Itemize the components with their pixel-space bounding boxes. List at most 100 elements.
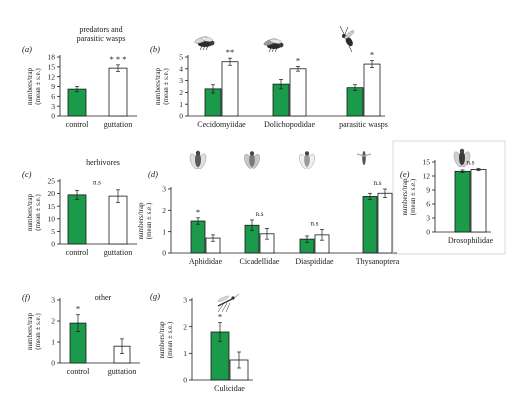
icon-wing (363, 153, 372, 157)
icon-body (459, 151, 465, 165)
panel-frame (392, 140, 506, 255)
panel-label: (b) (150, 44, 160, 54)
y-axis-title-line: numbers/trap (154, 68, 162, 105)
bar-guttation (363, 63, 381, 117)
y-tick-label: 6 (51, 92, 55, 101)
y-axis-title-line: numbers/trap (26, 68, 34, 105)
x-tick-label: Cicadellidae (240, 257, 280, 266)
icon-body (304, 153, 310, 167)
y-axis-title-line: numbers/trap (26, 194, 34, 231)
icon-leg (268, 47, 272, 53)
icon-body (345, 37, 353, 47)
y-tick-label: 6 (426, 200, 430, 209)
icon-leg (225, 302, 231, 313)
y-tick-label: 4 (179, 64, 183, 73)
bar (67, 88, 87, 117)
y-tick-label: 12 (423, 172, 431, 181)
bar-guttation (470, 169, 487, 233)
icon-head (195, 150, 201, 156)
significance-label: ** (226, 47, 235, 57)
significance-label: * (196, 207, 200, 217)
bar-guttation (289, 68, 307, 117)
icon-leg (271, 47, 275, 53)
y-tick-label: 9 (51, 82, 55, 91)
mosquito-icon (217, 293, 240, 313)
icon-head (304, 151, 310, 156)
panel-label: (e) (400, 169, 410, 179)
y-tick-label: 0 (51, 240, 55, 249)
x-tick-label: guttation (104, 120, 132, 129)
bar-control (362, 196, 378, 254)
group-label-other: other (95, 293, 112, 302)
group-labels: predators and parasitic wasps herbivores … (77, 25, 126, 302)
y-tick-label: 18 (48, 53, 56, 62)
x-tick-label: Cecidomyiidae (197, 120, 246, 129)
bar-control (454, 170, 471, 233)
y-tick-label: 1 (183, 349, 187, 358)
panel-label: (d) (148, 169, 158, 179)
x-tick-label: Aphididae (189, 257, 223, 266)
significance-label: n.s (467, 158, 475, 166)
y-axis-title: numbers/trap(mean ± s.e.) (158, 321, 174, 358)
group-label-line: predators and (79, 25, 122, 34)
wasp-icon (339, 25, 355, 53)
icon-wing (356, 153, 365, 157)
bar (67, 194, 87, 245)
bar-control (190, 220, 206, 254)
significance-label: * (296, 55, 300, 65)
significance-label: n.s (93, 178, 101, 186)
group-label-line: herbivores (86, 158, 120, 167)
y-tick-label: 0 (51, 112, 55, 121)
y-tick-label: 1 (162, 227, 166, 236)
icons-layer (189, 25, 471, 313)
x-tick-label: control (66, 248, 89, 257)
y-tick-label: 9 (426, 186, 430, 195)
aphid-icon (189, 150, 207, 170)
icon-wing (344, 30, 355, 39)
y-tick-label: 0 (179, 112, 183, 121)
panel-label: (c) (22, 169, 32, 179)
significance-label: n.s (374, 179, 382, 187)
significance-label: n.s (256, 210, 264, 218)
icon-leg (205, 45, 209, 51)
icon-head (249, 151, 255, 156)
fly-icon (263, 38, 284, 53)
x-tick-label: parasitic wasps (339, 120, 388, 129)
y-axis-title: numbers/trap(mean ± s.e.) (401, 178, 417, 215)
significance-label: * (76, 304, 80, 314)
x-tick-label: Dolichopodidae (264, 120, 316, 129)
y-axis-title-line: numbers/trap (401, 178, 409, 215)
panel-f: (f) numbers/trap(mean ± s.e.) 0 1 2 3 control *… (22, 292, 140, 376)
panel-label: (f) (22, 292, 30, 302)
x-tick-label: Culicidae (214, 384, 245, 393)
icon-body (195, 153, 201, 167)
y-tick-label: 0 (426, 228, 430, 237)
y-axis-title: numbers/trap(mean ± s.e.) (26, 313, 42, 350)
y-tick-label: 3 (162, 185, 166, 194)
icon-wing (217, 295, 230, 302)
x-tick-label: Drosophilidae (448, 236, 494, 245)
icon-wing (269, 38, 282, 44)
panel-label: (a) (22, 44, 32, 54)
group-label-herbivores: herbivores (86, 158, 120, 167)
y-tick-label: 15 (48, 202, 56, 211)
y-tick-label: 0 (51, 359, 55, 368)
icon-antenna (344, 26, 349, 35)
bar (108, 67, 128, 117)
bar-guttation (377, 192, 393, 254)
panels-layer: (a)numbers/trap(mean ± s.e.)0369121518co… (22, 44, 506, 393)
y-tick-label: 3 (183, 296, 187, 305)
y-axis-title: numbers/trap(mean ± s.e.) (26, 68, 42, 105)
icon-head (459, 148, 465, 154)
group-label-line: parasitic wasps (77, 34, 126, 43)
y-axis-title-line: numbers/trap (137, 202, 145, 239)
icon-body (217, 298, 233, 307)
panel-g: (g) numbers/trap(mean ± s.e.) 0 1 2 3 Culicida… (150, 291, 253, 393)
group-label-line: other (95, 293, 112, 302)
icon-head (231, 296, 235, 300)
y-axis-title-line: (mean ± s.e.) (145, 202, 153, 239)
bar (108, 195, 128, 245)
icon-antenna (339, 25, 345, 35)
x-tick-label: control (67, 367, 90, 376)
